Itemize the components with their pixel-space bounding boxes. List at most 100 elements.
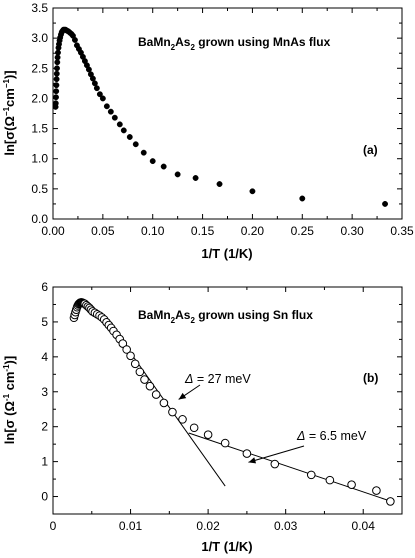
data-point [96, 91, 103, 98]
data-point [189, 423, 199, 433]
annotation-delta-27: Δ = 27 meV [184, 372, 251, 386]
data-point [126, 134, 133, 140]
x-tick-label: 0.10 [141, 224, 165, 238]
y-tick-label: 0 [41, 490, 48, 504]
fit-line [188, 432, 391, 502]
data-point [52, 100, 59, 107]
data-point [132, 141, 139, 148]
x-tick-label: 0.05 [91, 224, 115, 238]
data-point [140, 375, 149, 384]
data-points-a [52, 26, 388, 207]
data-point [299, 195, 306, 202]
chart-title-b: BaMn2As2 grown using Sn flux [138, 308, 313, 325]
data-point [135, 367, 145, 377]
data-point [372, 486, 381, 495]
annotation-arrows-b [178, 384, 305, 464]
data-point [53, 88, 60, 95]
data-point [118, 339, 128, 348]
data-point [53, 82, 60, 89]
y-tick-label: 2.5 [31, 61, 48, 75]
x-axis-title-a: 1/T (1/K) [201, 246, 252, 261]
y-tick-label: 3.0 [31, 31, 48, 45]
data-point [103, 103, 110, 110]
data-point [55, 49, 61, 56]
y-tick-label: 2.0 [31, 91, 48, 105]
data-point [126, 351, 135, 361]
data-point [220, 438, 230, 448]
y-tick-label: 2 [41, 420, 48, 434]
x-tick-label: 0.01 [119, 519, 143, 533]
data-point [192, 175, 199, 181]
y-tick-label: 0.5 [31, 182, 48, 196]
data-point [386, 497, 395, 506]
data-point [160, 163, 167, 170]
data-point [382, 200, 388, 207]
data-point [249, 188, 256, 195]
axis-ticks-a: 0.00 0.05 0.10 0.15 0.20 0.25 0.30 0.35 0.0 0.5 1.… [31, 1, 414, 238]
panel-a: 0.00 0.05 0.10 0.15 0.20 0.25 0.30 0.35 0.0 0.5 1.… [2, 1, 414, 261]
y-tick-label: 4 [41, 350, 48, 364]
data-point [145, 381, 155, 391]
x-tick-label: 0.02 [196, 519, 220, 533]
data-point [174, 171, 181, 178]
plot-frame-b [52, 286, 403, 515]
data-point [159, 398, 169, 408]
y-tick-label: 0.0 [31, 212, 48, 226]
y-tick-label: 1.0 [31, 152, 48, 166]
data-point [54, 54, 61, 61]
data-point [99, 95, 106, 102]
data-point [53, 76, 60, 83]
data-point [216, 181, 223, 187]
y-axis-title-b: ln[σ (Ω-1 cm-1)] [2, 356, 17, 444]
y-tick-label: 3 [41, 385, 48, 399]
data-point [54, 65, 60, 72]
y-axis-title-a: ln[σ(Ω−1cm−1)] [2, 70, 17, 155]
annotation-delta-6-5: Δ = 6.5 meV [296, 429, 367, 443]
data-point [242, 449, 252, 458]
data-point [120, 127, 127, 134]
panel-label-a: (a) [363, 143, 378, 157]
y-tick-label: 5 [41, 315, 48, 329]
y-tick-label: 6 [41, 280, 48, 294]
y-tick-label: 1.5 [31, 122, 48, 136]
data-point [306, 470, 316, 480]
data-point [178, 415, 187, 424]
x-tick-label: 0.00 [41, 224, 65, 238]
annotation-arrow [248, 445, 305, 463]
chart-title-a: BaMn2As2 grown using MnAs flux [138, 35, 331, 52]
data-point [270, 459, 280, 469]
x-tick-label: 0.03 [274, 519, 298, 533]
data-point [130, 359, 140, 369]
annotation-arrowhead [178, 392, 187, 400]
fit-lines-b [113, 328, 391, 502]
panel-label-b: (b) [363, 371, 378, 385]
y-tick-label: 3.5 [31, 1, 48, 15]
data-point [149, 158, 156, 165]
y-tick-label: 1 [41, 455, 48, 469]
data-points-b [69, 298, 395, 506]
data-point [347, 480, 356, 489]
data-point [116, 121, 123, 128]
x-tick-label: 0.30 [340, 224, 364, 238]
panel-b: 0 0.01 0.02 0.03 0.04 0 1 2 3 4 5 6 BaMn2As2 grown … [2, 280, 403, 554]
data-point [168, 407, 177, 417]
data-point [140, 149, 147, 156]
data-point [122, 345, 131, 354]
data-point [53, 94, 59, 101]
data-point [71, 37, 78, 43]
data-point [325, 475, 335, 485]
x-tick-label: 0.04 [352, 519, 376, 533]
x-tick-label: 0.15 [191, 224, 215, 238]
data-point [203, 430, 213, 440]
annotation-arrowhead [248, 457, 257, 464]
data-point [93, 85, 100, 92]
data-point [111, 114, 118, 121]
x-tick-label: 0 [50, 519, 57, 533]
data-point [151, 390, 161, 399]
x-tick-label: 0.35 [390, 224, 414, 238]
data-point [53, 70, 60, 77]
x-axis-title-b: 1/T (1/K) [201, 539, 252, 554]
data-point [107, 108, 114, 115]
axis-ticks-b: 0 0.01 0.02 0.03 0.04 0 1 2 3 4 5 6 [41, 280, 402, 533]
